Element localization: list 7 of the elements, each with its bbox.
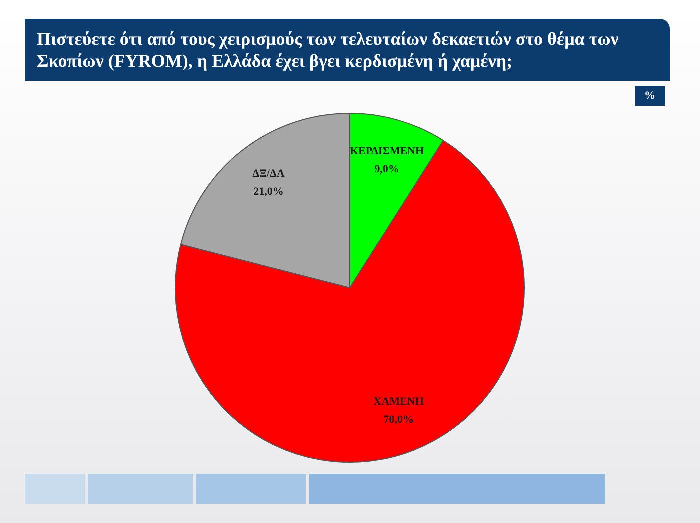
slice-label: ΔΞ/ΔΑ bbox=[252, 168, 285, 180]
slice-label: ΧΑΜΕΝΗ bbox=[374, 396, 424, 408]
text: % bbox=[635, 86, 665, 106]
data-label: 70,0% bbox=[384, 414, 414, 426]
data-label: 9,0% bbox=[374, 163, 400, 176]
data-label: 21,0% bbox=[254, 186, 284, 198]
chart-title: Πιστεύετε ότι από τους χειρισμούς των τελευταίων δεκαετιών στο θέμα των Σκοπίων (FYROM), η Ελλάδα έχει βγει κερδισμένη ή χαμένη; bbox=[25, 19, 670, 81]
